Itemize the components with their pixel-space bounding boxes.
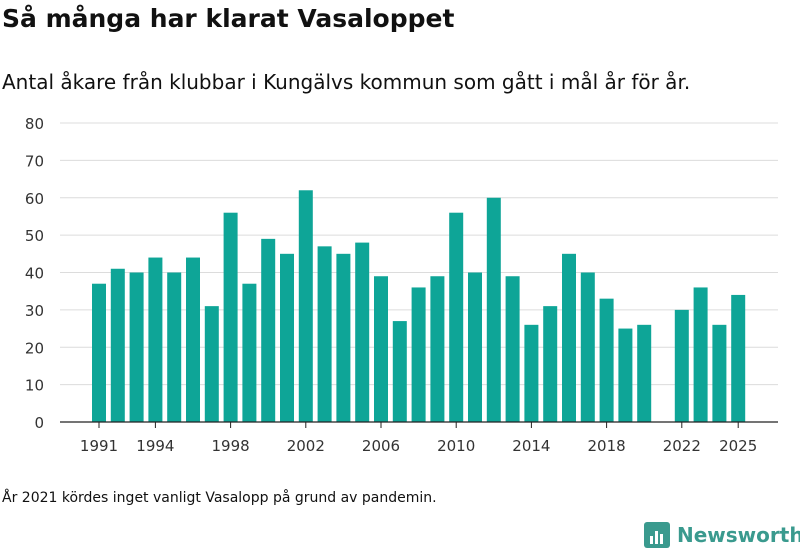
bars [92, 190, 746, 422]
x-tick-label: 2010 [437, 437, 475, 455]
x-tick-label: 1991 [80, 437, 118, 455]
bar-2000 [261, 238, 276, 422]
y-tick-label: 0 [34, 414, 44, 432]
x-tick-label: 2006 [362, 437, 400, 455]
y-tick-label: 50 [25, 227, 44, 245]
y-tick-label: 40 [25, 265, 44, 283]
bar-1999 [242, 283, 257, 422]
bar-2005 [355, 242, 370, 422]
bar-1993 [129, 272, 144, 422]
bar-2001 [280, 253, 294, 422]
bar-2016 [562, 253, 576, 422]
chart-subtitle: Antal åkare från klubbar i Kungälvs komm… [2, 70, 691, 94]
bar-2002 [298, 190, 313, 422]
bar-1995 [167, 272, 182, 422]
x-tick-label: 1994 [136, 437, 174, 455]
x-tick-label: 2025 [719, 437, 757, 455]
chart-title: Så många har klarat Vasaloppet [2, 4, 455, 33]
bar-2018 [599, 298, 614, 422]
bar-2013 [505, 276, 520, 422]
bar-2017 [580, 272, 595, 422]
y-tick-label: 80 [25, 115, 44, 133]
bar-2015 [543, 306, 558, 422]
bar-1992 [110, 268, 125, 422]
bar-2020 [637, 324, 652, 422]
x-axis-tick-labels: 1991 1994 1998 2002 2006 2010 2014 2018 2022 2025 [80, 437, 757, 455]
bar-2014 [524, 324, 539, 422]
bar-1997 [204, 306, 219, 422]
y-tick-label: 10 [25, 377, 44, 395]
bar-2023 [693, 287, 708, 422]
bar-1998 [223, 212, 238, 422]
y-tick-label: 20 [25, 339, 44, 357]
bar-2022 [674, 309, 689, 422]
footnote: År 2021 kördes inget vanligt Vasalopp på… [2, 490, 437, 506]
y-tick-label: 70 [25, 152, 44, 170]
bar-chart-logo-icon [644, 522, 670, 548]
y-tick-label: 30 [25, 302, 44, 320]
bar-chart: 0 10 20 30 40 50 60 70 80 1991 1994 1998 2002 2006 20… [25, 115, 778, 455]
bar-1991 [92, 283, 106, 422]
bar-2006 [374, 276, 388, 422]
x-tick-label: 1998 [212, 437, 250, 455]
y-tick-label: 60 [25, 190, 44, 208]
bar-2004 [336, 253, 351, 422]
brand-name: Newsworthy [677, 523, 800, 547]
bar-2009 [430, 276, 445, 422]
bar-2010 [449, 212, 464, 422]
bar-2003 [317, 246, 332, 422]
x-tick-label: 2018 [588, 437, 626, 455]
bar-1994 [148, 257, 163, 422]
brand-logo: Newsworthy [644, 520, 800, 550]
bar-1996 [186, 257, 200, 422]
bar-2025 [731, 294, 746, 422]
bar-2008 [411, 287, 426, 422]
x-tick-label: 2002 [287, 437, 325, 455]
x-tick-label: 2014 [512, 437, 550, 455]
bar-2012 [486, 197, 501, 422]
bar-2007 [392, 321, 407, 422]
x-tick-label: 2022 [663, 437, 701, 455]
y-axis-tick-labels: 0 10 20 30 40 50 60 70 80 [25, 115, 44, 432]
bar-2024 [712, 324, 727, 422]
bar-2019 [618, 328, 633, 422]
bar-2011 [468, 272, 482, 422]
x-axis [60, 421, 778, 428]
